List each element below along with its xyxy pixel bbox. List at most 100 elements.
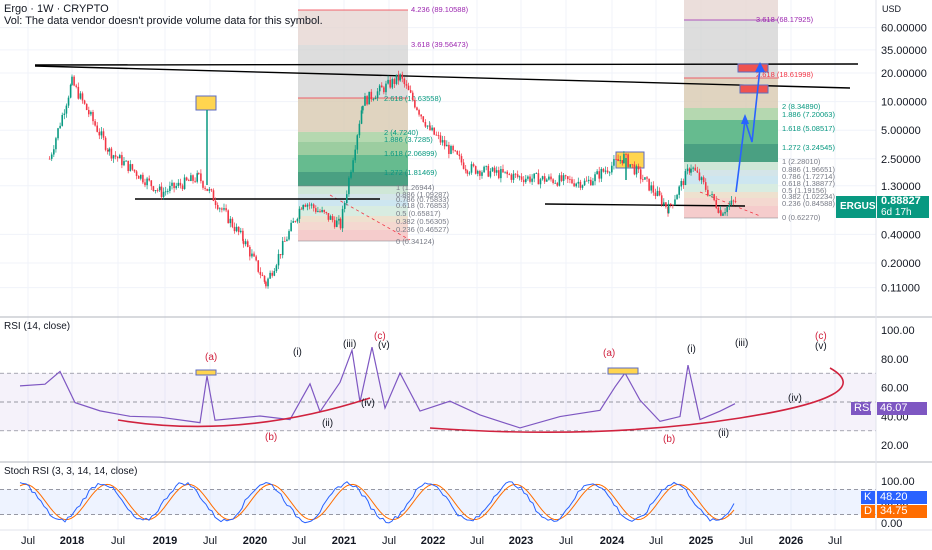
wave-label: (v) bbox=[378, 340, 390, 351]
candle-body bbox=[321, 210, 323, 212]
candle-body bbox=[403, 78, 406, 85]
candle-body bbox=[257, 260, 260, 272]
candle-body bbox=[333, 220, 336, 227]
target-box-upper[interactable] bbox=[737, 63, 769, 73]
candle-body bbox=[127, 160, 129, 172]
target-box-lower[interactable] bbox=[739, 84, 769, 94]
candle-body bbox=[196, 173, 198, 182]
projection-arrows[interactable] bbox=[735, 62, 765, 193]
time-axis-tick: 2020 bbox=[243, 535, 267, 547]
candle-body bbox=[175, 185, 177, 189]
candle-body bbox=[90, 112, 92, 115]
candle-body bbox=[464, 168, 467, 171]
candle-body bbox=[255, 256, 257, 261]
candle-body bbox=[732, 200, 735, 202]
candle-body bbox=[476, 171, 479, 174]
fib-retracement-left[interactable] bbox=[298, 9, 411, 242]
time-axis-tick: 2018 bbox=[60, 535, 84, 547]
candle-body bbox=[306, 204, 309, 207]
candle-body bbox=[539, 179, 542, 185]
candle-body bbox=[518, 176, 521, 178]
candle-body bbox=[179, 182, 182, 186]
fib-left-label: 0.5 (0.65817) bbox=[396, 209, 441, 218]
candle-body bbox=[583, 180, 586, 186]
candle-body bbox=[75, 85, 77, 87]
stoch-title: Stoch RSI (3, 3, 14, 14, close) bbox=[4, 466, 138, 477]
candle-body bbox=[598, 171, 601, 179]
candle-body bbox=[604, 170, 607, 172]
candle-body bbox=[210, 189, 213, 191]
candle-body bbox=[429, 125, 431, 131]
candle-body bbox=[242, 240, 245, 245]
fib-left-label: 2 (4.7240) bbox=[384, 128, 419, 137]
candle-body bbox=[633, 164, 636, 175]
highlight-box-2019[interactable] bbox=[195, 95, 217, 111]
stoch-rsi-pane[interactable] bbox=[0, 481, 876, 524]
candle-body bbox=[65, 105, 68, 114]
candle-body bbox=[271, 272, 274, 276]
candle-body bbox=[592, 181, 594, 186]
candle-body bbox=[246, 241, 249, 247]
candle-body bbox=[707, 189, 709, 196]
candle-body bbox=[317, 210, 319, 212]
candle-body bbox=[520, 176, 523, 180]
candle-body bbox=[261, 274, 264, 276]
time-axis-tick: 2021 bbox=[332, 535, 356, 547]
candle-body bbox=[489, 171, 492, 177]
candle-body bbox=[156, 190, 159, 191]
candle-body bbox=[439, 135, 442, 143]
candle-body bbox=[516, 174, 519, 177]
candle-body bbox=[288, 231, 290, 240]
candle-body bbox=[350, 171, 352, 178]
fib-retracement-right[interactable] bbox=[684, 0, 778, 219]
candle-body bbox=[497, 170, 500, 179]
fib-right-label: 0.618 (1.38877) bbox=[782, 179, 835, 188]
candle-body bbox=[341, 208, 344, 229]
candle-body bbox=[652, 185, 655, 193]
candle-body bbox=[508, 174, 511, 175]
rsi-pane[interactable]: (a) (b) (c) (i) (ii) (iii) (iv) (v) (a) (b) (i) (ii… bbox=[0, 331, 876, 445]
candle-body bbox=[728, 204, 731, 207]
candle-body bbox=[242, 230, 244, 241]
candle-body bbox=[61, 114, 64, 126]
candle-body bbox=[460, 156, 463, 163]
wave-label: (a) bbox=[205, 352, 217, 363]
candle-body bbox=[137, 175, 140, 179]
candle-body bbox=[397, 74, 400, 81]
candle-body bbox=[202, 181, 204, 188]
candle-body bbox=[596, 171, 598, 175]
fib-right-label: 0.382 (1.02234) bbox=[782, 192, 835, 201]
candle-body bbox=[401, 74, 404, 79]
candle-body bbox=[327, 213, 330, 220]
candle-body bbox=[110, 148, 113, 159]
time-axis-tick: Jul bbox=[828, 535, 842, 547]
fib-right-label: 1.272 (3.24545) bbox=[782, 143, 835, 152]
candle-body bbox=[644, 177, 646, 180]
candle-body bbox=[190, 175, 192, 182]
candle-body bbox=[456, 150, 459, 155]
time-axis-tick: Jul bbox=[292, 535, 306, 547]
candle-body bbox=[284, 240, 286, 242]
candle-body bbox=[325, 212, 328, 214]
candle-body bbox=[713, 194, 715, 201]
trend-lines[interactable] bbox=[34, 63, 859, 207]
candle-body bbox=[200, 173, 202, 182]
candle-body bbox=[275, 265, 278, 272]
candle-body bbox=[594, 174, 596, 182]
candle-body bbox=[623, 154, 625, 164]
candle-body bbox=[639, 169, 642, 180]
candle-body bbox=[331, 216, 334, 221]
candle-body bbox=[682, 181, 685, 186]
candle-body bbox=[418, 110, 420, 115]
candle-body bbox=[627, 154, 629, 167]
candle-body bbox=[204, 187, 206, 189]
fib-right-label: 1.618 (5.08517) bbox=[782, 124, 835, 133]
time-axis-tick: 2025 bbox=[689, 535, 713, 547]
fib-right-label: 1.886 (7.20063) bbox=[782, 110, 835, 119]
candle-body bbox=[135, 171, 138, 176]
rsi-axis-tick: 80.00 bbox=[881, 354, 909, 366]
fib-right-label: 0.236 (0.84588) bbox=[782, 199, 835, 208]
candle-body bbox=[167, 191, 169, 192]
candle-body bbox=[85, 103, 88, 110]
